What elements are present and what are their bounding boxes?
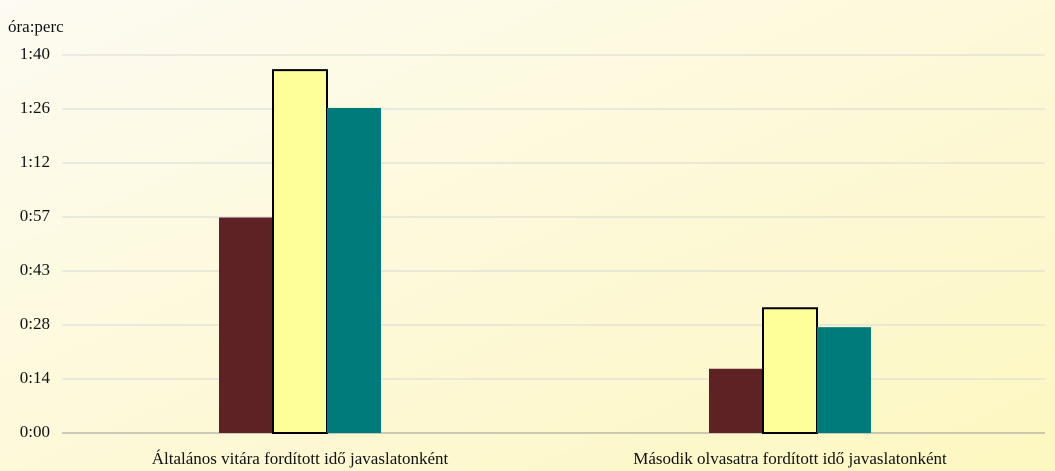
- bar: [219, 217, 273, 433]
- y-tick-label: 1:26: [20, 98, 50, 117]
- bar: [709, 368, 763, 433]
- y-tick-label: 1:40: [20, 44, 50, 63]
- y-tick-label: 0:00: [20, 422, 50, 441]
- y-tick-label: 0:14: [20, 368, 51, 387]
- y-tick-label: 0:57: [20, 206, 51, 225]
- y-axis-label: óra:perc: [8, 17, 64, 36]
- bar: [817, 327, 871, 433]
- y-tick-label: 0:28: [20, 314, 50, 333]
- bar: [272, 69, 328, 435]
- x-tick-label: Második olvasatra fordított idő javaslat…: [633, 449, 947, 468]
- x-tick-label: Általános vitára fordított idő javaslato…: [152, 449, 449, 468]
- bar: [327, 107, 381, 434]
- bar: [762, 307, 818, 435]
- y-tick-label: 0:43: [20, 260, 50, 279]
- y-tick-label: 1:12: [20, 152, 50, 171]
